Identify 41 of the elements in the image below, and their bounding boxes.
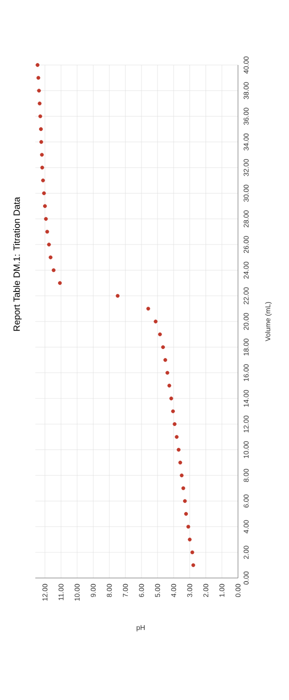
point (161, 345, 165, 350)
point (146, 306, 150, 311)
point (36, 63, 40, 67)
point (40, 166, 44, 170)
point (42, 191, 46, 196)
point (58, 281, 62, 285)
point (188, 538, 192, 542)
point (184, 512, 188, 516)
point (183, 499, 187, 503)
point (158, 332, 162, 336)
point (180, 473, 184, 478)
point (37, 88, 41, 93)
point (174, 435, 179, 439)
point (163, 358, 168, 362)
point (167, 384, 172, 388)
point (169, 396, 174, 400)
point (172, 422, 177, 426)
point (171, 409, 175, 414)
point (165, 370, 170, 375)
point (181, 486, 186, 490)
point (41, 178, 45, 182)
point (43, 204, 47, 208)
point (48, 255, 52, 260)
text: Report Table DM.1: Titration Data (13, 196, 22, 331)
point (44, 216, 48, 221)
point (38, 102, 42, 106)
point (186, 524, 190, 529)
point (116, 294, 120, 298)
point (39, 127, 43, 132)
point (38, 114, 42, 118)
point (154, 320, 158, 324)
point (176, 448, 181, 452)
point (40, 152, 44, 157)
point (191, 563, 196, 568)
point (52, 268, 56, 272)
point (39, 140, 44, 144)
point (190, 550, 194, 554)
point (36, 76, 40, 80)
point (178, 460, 182, 464)
point (45, 230, 50, 234)
point (47, 242, 51, 246)
